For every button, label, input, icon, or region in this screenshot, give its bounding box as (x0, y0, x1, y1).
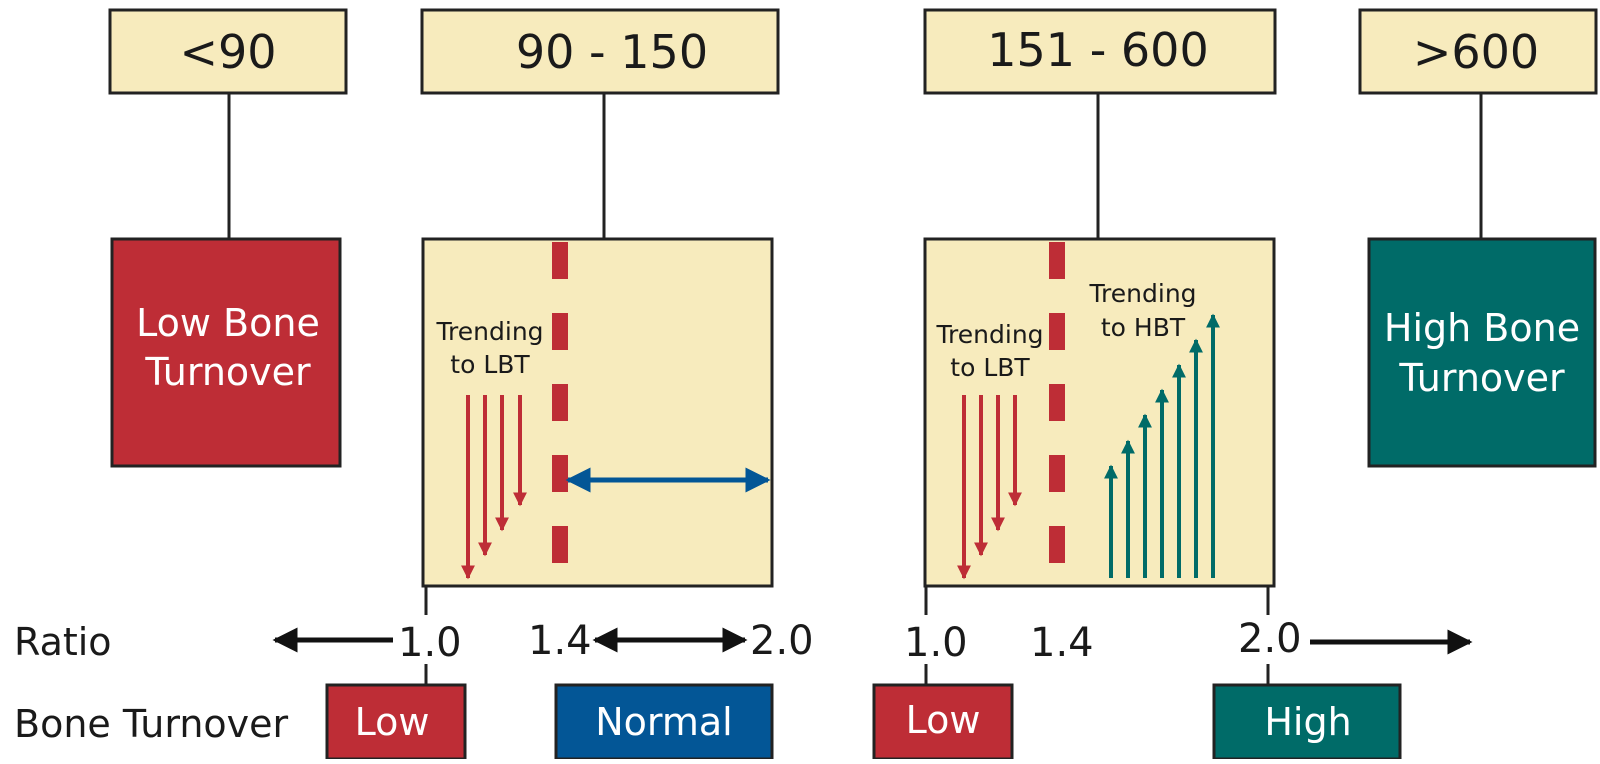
trend-hbt-label-line1: Trending (1088, 279, 1196, 308)
range-label-gt600: >600 (1413, 25, 1539, 79)
range-box-lt90: <90 (108, 8, 348, 95)
low-bone-turnover-line2: Turnover (144, 350, 311, 394)
range-label-lt90: <90 (179, 25, 276, 79)
trend-lbt-label-line2: to LBT (450, 350, 530, 379)
turnover-badge-normal-label: Normal (595, 700, 733, 744)
turnover-badge-low-1-label: Low (355, 700, 430, 744)
tick-label-2: 1.4 (528, 618, 592, 664)
low-bone-turnover-line1: Low Bone (136, 301, 320, 345)
range-detail-box-90-150: Trending to LBT (421, 237, 774, 588)
low-bone-turnover-box: Low Bone Turnover (110, 237, 342, 468)
high-bone-turnover-line2: Turnover (1398, 356, 1565, 400)
range-label-151-600: 151 - 600 (987, 23, 1208, 77)
high-bone-turnover-box: High Bone Turnover (1367, 237, 1597, 468)
turnover-badge-low-2: Low (872, 683, 1014, 761)
tick-label-1: 1.0 (398, 620, 462, 666)
ratio-label: Ratio (14, 620, 112, 664)
turnover-badge-low-1: Low (325, 683, 467, 761)
tick-label-5: 1.4 (1030, 620, 1094, 666)
range-label-90-150: 90 - 150 (516, 25, 708, 79)
trend-hbt-label-line2: to HBT (1101, 313, 1186, 342)
tick-label-4: 1.0 (904, 620, 968, 666)
turnover-badge-normal: Normal (554, 683, 774, 761)
turnover-badge-high-label: High (1264, 700, 1351, 744)
tick-label-6: 2.0 (1238, 616, 1302, 662)
trend-lbt-label-line1: Trending (435, 317, 543, 346)
range-box-90-150: 90 - 150 (420, 8, 780, 95)
trend-lbt-arrows-2 (957, 395, 1022, 580)
turnover-badge-high: High (1212, 683, 1402, 761)
tick-label-3: 2.0 (750, 618, 814, 664)
turnover-badge-low-2-label: Low (906, 698, 981, 742)
trend-lbt-arrows (461, 395, 527, 580)
trend-lbt-label2-line2: to LBT (950, 353, 1030, 382)
bone-turnover-label: Bone Turnover (14, 702, 289, 746)
high-bone-turnover-line1: High Bone (1384, 306, 1580, 350)
trend-hbt-arrows (1104, 313, 1220, 578)
trend-lbt-label2-line1: Trending (935, 320, 1043, 349)
range-box-151-600: 151 - 600 (923, 8, 1277, 95)
range-box-gt600: >600 (1358, 8, 1598, 95)
range-detail-box-151-600: Trending to LBT Trending to HBT (923, 237, 1276, 588)
